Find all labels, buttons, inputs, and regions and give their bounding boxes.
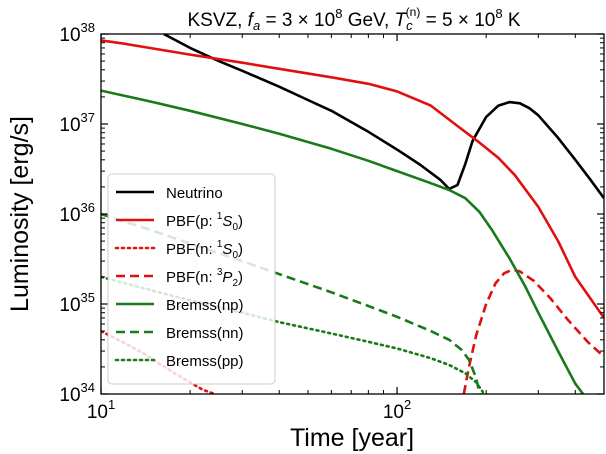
x-tick-label: 102 [383,397,411,423]
y-tick-label: 1035 [59,290,95,316]
legend-label-bremss-pp: Bremss(pp) [166,353,244,370]
y-tick-label: 1038 [59,20,95,46]
legend-label-pbf-n-3p2: PBF(n: 3P2) [166,267,243,289]
legend-label-pbf-p-1s0: PBF(p: 1S0) [166,211,243,233]
tick-layer: 1034 1035 1036 1037 1038 101 102 [59,20,604,423]
legend-label-pbf-n-1s0: PBF(n: 1S0) [166,239,243,261]
series-line-pbf-n-3p2 [462,268,604,394]
legend-label-bremss-nn: Bremss(nn) [166,325,244,342]
y-tick-label: 1037 [59,110,95,136]
y-tick-label: 1034 [59,380,95,406]
chart-title: KSVZ, fa = 3 × 108 GeV, Tc(n) = 5 × 108 … [187,5,520,33]
series-line-neutrino [163,34,604,199]
y-axis-label: Luminosity [erg/s] [6,116,34,312]
legend: Neutrino PBF(p: 1S0) PBF(n: 1S0) PBF(n: 3P2… [107,173,276,385]
x-axis-label: Time [year] [290,424,414,452]
series-line-pbf-p-1s0 [101,39,604,319]
plot-frame [100,33,605,395]
legend-label-neutrino: Neutrino [166,185,223,202]
x-tick-label: 101 [87,397,115,423]
legend-label-bremss-np: Bremss(np) [166,297,244,314]
series-line-bremss-np [101,89,585,394]
y-tick-label: 1036 [59,200,95,226]
series-layer [101,34,604,394]
